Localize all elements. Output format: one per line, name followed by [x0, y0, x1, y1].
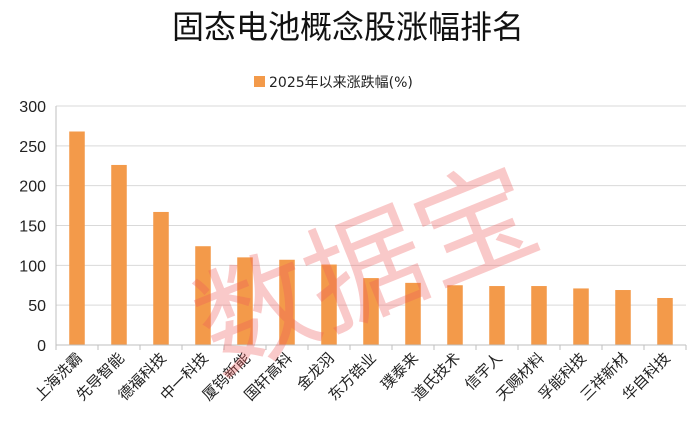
- y-tick-label: 0: [37, 338, 46, 355]
- bar: [111, 164, 127, 345]
- bar: [279, 259, 295, 345]
- y-tick-label: 150: [19, 219, 46, 236]
- y-tick-label: 250: [19, 139, 46, 156]
- bar: [195, 246, 211, 345]
- bar: [321, 264, 337, 345]
- bar: [489, 286, 505, 345]
- bars: [69, 131, 673, 345]
- bar: [573, 288, 589, 345]
- x-axis: 上海洗霸先导智能德福科技中一科技厦钨新能国轩高科金龙羽东方锆业璞泰来道氏技术信宇…: [31, 344, 687, 404]
- y-tick-label: 100: [19, 258, 46, 275]
- y-axis: 0 50 100 150 200 250 300: [19, 99, 57, 355]
- chart-title: 固态电池概念股涨幅排名: [172, 8, 524, 46]
- bar: [615, 290, 631, 345]
- bar: [69, 131, 85, 345]
- bar: [153, 211, 169, 345]
- bar: [237, 257, 253, 345]
- bar: [447, 285, 463, 345]
- legend-swatch: [254, 76, 265, 87]
- bar: [657, 297, 673, 345]
- y-tick-label: 300: [19, 99, 46, 116]
- y-tick-label: 200: [19, 179, 46, 196]
- bar: [531, 286, 547, 345]
- bar: [363, 278, 379, 345]
- legend: 2025年以来涨跌幅(%): [254, 75, 413, 91]
- y-tick-label: 50: [28, 298, 46, 315]
- legend-label: 2025年以来涨跌幅(%): [269, 75, 413, 91]
- bar: [405, 282, 421, 345]
